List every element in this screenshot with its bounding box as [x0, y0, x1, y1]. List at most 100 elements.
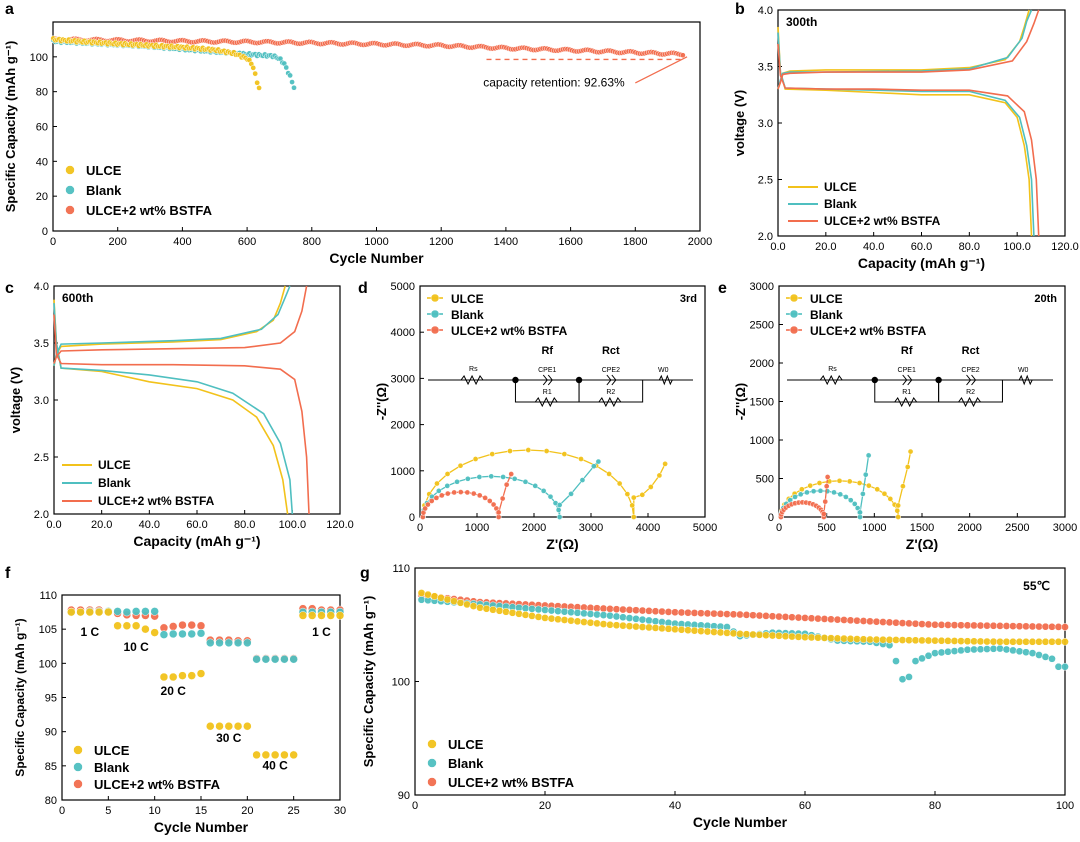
data-point — [534, 605, 543, 614]
x-axis-label: Cycle Number — [329, 250, 424, 266]
x-tick-label: 0.0 — [46, 519, 61, 531]
data-point — [335, 611, 345, 620]
data-point — [1035, 651, 1043, 659]
data-point — [438, 492, 445, 499]
panel-title: 600th — [62, 291, 93, 305]
data-point — [556, 514, 563, 520]
panel-title: 300th — [786, 15, 817, 29]
data-point — [1002, 622, 1011, 630]
data-point — [907, 448, 914, 455]
data-point — [957, 646, 965, 655]
data-point — [437, 594, 445, 602]
data-point — [865, 452, 872, 459]
panel-e: 0 500 1000 1500 2000 2500 3000 0 500 1000 1500 2000… — [718, 280, 1077, 552]
data-point — [317, 611, 326, 620]
data-point — [482, 604, 491, 613]
charge-curve — [53, 285, 291, 366]
data-point — [298, 611, 308, 620]
discharge-curve — [53, 314, 310, 515]
data-point — [1015, 622, 1024, 631]
y-tick-label: 110 — [39, 590, 57, 602]
circuit-label: CPE2 — [961, 367, 979, 374]
y-axis-label: Specific Capacity (mAh g⁻¹) — [13, 618, 27, 776]
data-point — [252, 750, 261, 760]
data-point — [495, 606, 504, 615]
data-point — [937, 636, 946, 645]
data-point — [1009, 646, 1017, 655]
resistor-rs — [460, 374, 484, 386]
data-point — [684, 626, 692, 635]
data-point — [729, 629, 738, 638]
data-point — [256, 85, 262, 91]
data-point — [794, 613, 803, 622]
data-point — [463, 600, 471, 609]
data-point — [593, 610, 601, 619]
data-point — [616, 480, 623, 487]
data-point — [862, 471, 869, 478]
data-point — [489, 605, 497, 614]
y-tick-label: 2.0 — [34, 509, 49, 521]
data-point — [658, 624, 666, 633]
data-point — [905, 673, 913, 681]
data-point — [749, 611, 757, 620]
rate-label: 1 C — [312, 625, 331, 639]
data-point — [840, 634, 848, 643]
data-point — [65, 185, 75, 195]
data-point — [833, 615, 842, 624]
data-point — [924, 651, 933, 660]
data-point — [632, 606, 640, 615]
data-point — [630, 514, 637, 520]
data-point — [1041, 653, 1050, 661]
y-tick-label: 2.0 — [758, 231, 773, 243]
data-point — [573, 617, 582, 626]
data-point — [749, 630, 757, 639]
nyquist-curve — [422, 461, 599, 518]
data-point — [1028, 637, 1037, 646]
data-point — [671, 608, 679, 617]
data-point — [658, 607, 666, 616]
data-point — [664, 608, 673, 616]
data-point — [252, 654, 261, 664]
data-point — [799, 486, 805, 493]
data-point — [859, 617, 868, 625]
data-point — [820, 615, 829, 623]
data-point — [612, 621, 621, 630]
data-point — [664, 624, 673, 633]
x-tick-label: 1000 — [465, 522, 489, 534]
circuit-label: Rs — [828, 366, 837, 373]
data-point — [629, 502, 635, 509]
equivalent-circuit: Rs Rf CPE1 R1 Rct CPE2 R2 W0 — [428, 345, 693, 408]
data-point — [187, 629, 196, 639]
data-point — [427, 758, 437, 768]
x-tick-label: 800 — [303, 236, 321, 248]
data-point — [464, 489, 471, 496]
x-tick-label: 20 — [241, 805, 253, 817]
circuit-title: Rf — [541, 345, 553, 357]
data-point — [857, 509, 863, 516]
data-point — [476, 492, 483, 499]
data-point — [206, 638, 215, 648]
y-tick-label: 5000 — [391, 281, 415, 293]
resistor — [894, 396, 918, 408]
rate-label: 20 C — [161, 684, 187, 698]
annotation-text: capacity retention: 92.63% — [483, 75, 625, 89]
data-point — [568, 491, 574, 497]
x-axis-label: Capacity (mAh g⁻¹) — [858, 255, 985, 271]
data-point — [554, 607, 562, 615]
data-point — [451, 489, 458, 496]
data-point — [595, 458, 602, 465]
data-point — [417, 595, 426, 604]
data-point — [73, 745, 83, 755]
data-point — [430, 293, 440, 303]
legend-entry: Blank — [810, 308, 843, 322]
warburg-symbol — [658, 374, 673, 386]
panel-title: 3rd — [680, 293, 697, 305]
data-point — [755, 631, 764, 639]
data-point — [450, 597, 458, 606]
data-point — [697, 627, 705, 635]
data-point — [736, 629, 744, 638]
x-tick-label: 120.0 — [326, 519, 354, 531]
data-point — [900, 483, 906, 490]
data-point — [141, 607, 150, 616]
y-tick-label: 80 — [36, 87, 48, 99]
